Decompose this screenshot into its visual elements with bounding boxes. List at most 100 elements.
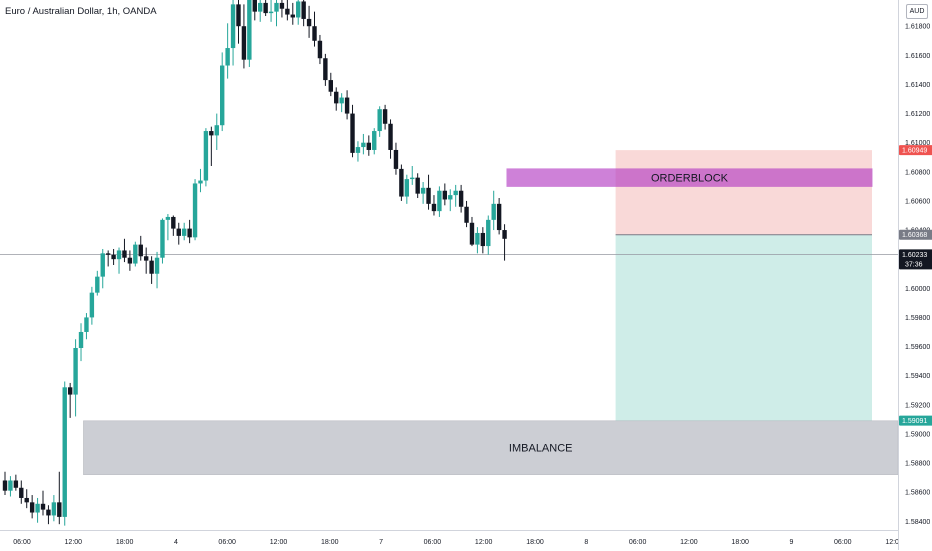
- candle[interactable]: [382, 104, 388, 130]
- candle[interactable]: [301, 0, 306, 27]
- candle[interactable]: [431, 195, 437, 216]
- candle[interactable]: [225, 23, 230, 79]
- candle[interactable]: [453, 184, 458, 207]
- candle[interactable]: [399, 164, 404, 201]
- candle[interactable]: [122, 238, 127, 263]
- candle[interactable]: [51, 495, 57, 522]
- candle[interactable]: [62, 381, 67, 526]
- candle-body: [372, 131, 377, 150]
- candle[interactable]: [111, 248, 116, 265]
- candle[interactable]: [285, 0, 290, 21]
- candle[interactable]: [247, 0, 252, 67]
- candle[interactable]: [458, 184, 464, 213]
- candle[interactable]: [154, 251, 160, 289]
- candle[interactable]: [372, 128, 377, 155]
- candle[interactable]: [393, 142, 399, 175]
- candle[interactable]: [464, 200, 469, 228]
- candle[interactable]: [73, 339, 78, 417]
- candle[interactable]: [486, 215, 491, 255]
- candle[interactable]: [317, 34, 323, 65]
- candle[interactable]: [2, 471, 8, 496]
- candle[interactable]: [176, 222, 181, 245]
- candle[interactable]: [29, 495, 35, 519]
- candle[interactable]: [496, 198, 502, 235]
- candle[interactable]: [344, 90, 350, 120]
- candle[interactable]: [105, 250, 111, 267]
- candle[interactable]: [442, 183, 448, 206]
- candle[interactable]: [143, 247, 149, 274]
- candle[interactable]: [198, 168, 203, 193]
- candle[interactable]: [268, 0, 274, 22]
- candle[interactable]: [258, 0, 263, 22]
- candle[interactable]: [366, 135, 372, 156]
- candle[interactable]: [415, 173, 420, 199]
- candle[interactable]: [410, 165, 415, 185]
- candle[interactable]: [100, 248, 105, 289]
- candle[interactable]: [40, 490, 46, 516]
- candle[interactable]: [404, 174, 410, 204]
- candle[interactable]: [149, 256, 154, 284]
- candle[interactable]: [350, 104, 355, 158]
- candle[interactable]: [138, 235, 143, 261]
- candle[interactable]: [290, 2, 295, 25]
- candle[interactable]: [274, 0, 279, 27]
- candle[interactable]: [127, 250, 133, 271]
- candle[interactable]: [57, 471, 62, 525]
- candle[interactable]: [420, 182, 426, 204]
- candle[interactable]: [203, 128, 209, 187]
- candle[interactable]: [296, 0, 301, 25]
- candle[interactable]: [361, 133, 366, 155]
- candle[interactable]: [209, 126, 214, 166]
- candle[interactable]: [24, 489, 29, 509]
- candle[interactable]: [133, 241, 138, 267]
- candle[interactable]: [263, 0, 268, 17]
- candle[interactable]: [328, 72, 333, 97]
- candle[interactable]: [475, 227, 480, 254]
- price-axis[interactable]: 1.61800 1.61600 1.61400 1.61200 1.61000 1.608…: [898, 0, 932, 550]
- candle[interactable]: [67, 382, 73, 418]
- candle[interactable]: [13, 474, 19, 491]
- candle[interactable]: [165, 214, 171, 241]
- candle[interactable]: [502, 224, 507, 261]
- candle[interactable]: [279, 0, 285, 18]
- currency-button[interactable]: AUD: [906, 4, 928, 19]
- candle-body: [171, 216, 176, 229]
- candle[interactable]: [334, 87, 339, 111]
- candle[interactable]: [252, 0, 257, 21]
- candle[interactable]: [339, 93, 344, 113]
- candle[interactable]: [469, 216, 475, 247]
- candles-layer[interactable]: [2, 0, 507, 526]
- candle[interactable]: [214, 113, 219, 150]
- candle[interactable]: [355, 141, 361, 162]
- candle[interactable]: [84, 313, 89, 340]
- candle[interactable]: [160, 218, 165, 264]
- candle[interactable]: [19, 480, 24, 504]
- candle[interactable]: [8, 476, 13, 497]
- candle[interactable]: [306, 5, 312, 38]
- candle[interactable]: [426, 174, 431, 210]
- candle[interactable]: [241, 4, 247, 69]
- candle[interactable]: [437, 186, 442, 217]
- candle[interactable]: [192, 179, 198, 241]
- candle[interactable]: [187, 219, 192, 244]
- candle[interactable]: [491, 190, 496, 231]
- chart-area[interactable]: ORDERBLOCK IMBALANCE: [0, 0, 898, 530]
- candle[interactable]: [220, 52, 225, 132]
- candle[interactable]: [480, 227, 486, 254]
- candle[interactable]: [171, 215, 176, 236]
- candle[interactable]: [46, 505, 51, 525]
- candle[interactable]: [312, 11, 317, 47]
- candle[interactable]: [388, 119, 393, 159]
- candle[interactable]: [181, 222, 187, 241]
- candle[interactable]: [89, 286, 95, 325]
- candle[interactable]: [116, 247, 122, 274]
- candle[interactable]: [35, 497, 40, 523]
- candle[interactable]: [78, 323, 84, 362]
- candle[interactable]: [230, 0, 236, 66]
- candle[interactable]: [95, 270, 100, 296]
- candle[interactable]: [323, 53, 328, 86]
- time-axis[interactable]: 06:00 12:00 18:00 4 06:00 12:00 18:00 7 06:00 12:…: [0, 530, 898, 551]
- candle[interactable]: [377, 106, 382, 137]
- candle[interactable]: [448, 189, 453, 212]
- candle[interactable]: [236, 0, 241, 44]
